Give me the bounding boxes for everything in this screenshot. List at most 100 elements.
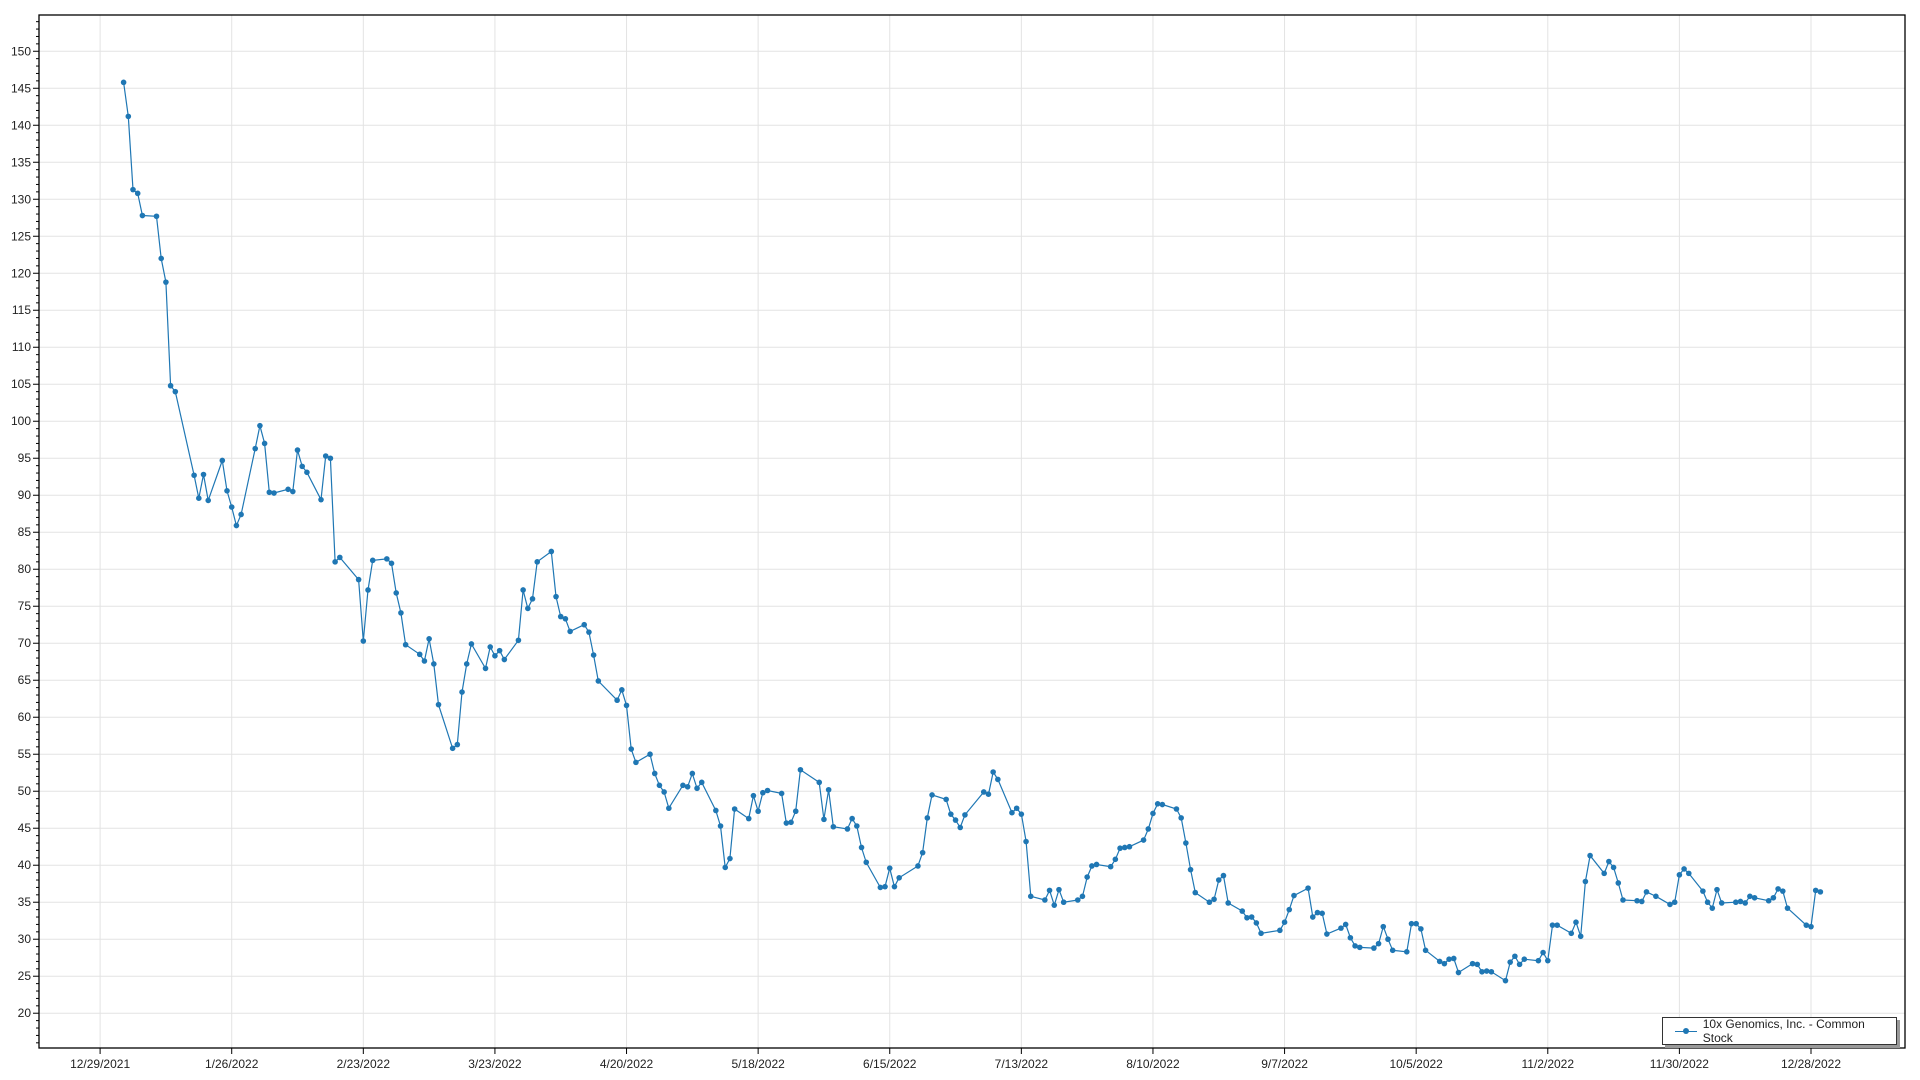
y-tick-label: 60	[18, 710, 32, 724]
data-point	[891, 883, 898, 890]
y-tick-label: 45	[18, 821, 32, 835]
x-tick-label: 9/7/2022	[1261, 1057, 1308, 1071]
data-point	[1765, 897, 1772, 904]
x-tick-label: 11/2/2022	[1522, 1057, 1575, 1071]
data-point	[1634, 897, 1640, 904]
data-point	[1803, 922, 1810, 928]
data-point	[1422, 947, 1429, 954]
data-point	[318, 496, 324, 503]
data-point	[1324, 931, 1330, 937]
data-point	[797, 766, 804, 773]
data-point	[553, 593, 559, 600]
data-point	[219, 457, 226, 464]
data-point	[1709, 905, 1716, 911]
data-point	[120, 79, 127, 86]
data-point	[1173, 806, 1180, 812]
axes: 20 25 30 35 40 45 50 55 60 65 70 75 80 85 90 95 100 105 11…	[11, 14, 1906, 1071]
data-point	[792, 808, 799, 815]
data-point	[1568, 930, 1575, 937]
y-tick-label: 40	[18, 858, 32, 872]
data-point	[1220, 872, 1227, 879]
data-point	[1732, 899, 1739, 906]
data-point	[1770, 894, 1777, 901]
data-point	[1371, 945, 1377, 951]
y-tick-label: 150	[11, 44, 31, 58]
y-tick-label: 80	[18, 562, 32, 576]
legend: 10x Genomics, Inc. - Common Stock	[1662, 1017, 1897, 1045]
data-point	[1446, 956, 1452, 963]
data-point	[1817, 889, 1824, 895]
data-point	[299, 463, 306, 470]
data-point	[1436, 958, 1443, 965]
data-point	[492, 653, 498, 659]
data-point	[1018, 811, 1025, 817]
data-point	[1676, 872, 1683, 878]
data-point	[1253, 920, 1260, 926]
data-point	[1154, 801, 1161, 807]
data-point	[581, 621, 588, 628]
y-tick-label: 35	[18, 895, 32, 909]
data-point	[778, 790, 785, 797]
data-point	[722, 864, 729, 871]
data-point	[1187, 866, 1194, 873]
data-point	[1009, 809, 1015, 816]
data-point	[1779, 888, 1786, 894]
data-point	[525, 605, 531, 612]
data-point	[1685, 870, 1692, 877]
data-point	[1601, 870, 1607, 877]
data-point	[1549, 922, 1556, 928]
data-point	[1681, 866, 1687, 872]
data-point	[764, 787, 771, 794]
data-point	[125, 113, 132, 120]
data-point	[294, 447, 301, 453]
data-point	[727, 855, 733, 862]
data-point	[1704, 899, 1711, 906]
data-point	[261, 440, 268, 447]
data-point	[957, 824, 964, 831]
data-point	[886, 865, 893, 871]
x-tick-label: 12/29/2021	[70, 1057, 130, 1071]
y-tick-label: 140	[11, 118, 31, 132]
data-point	[943, 796, 949, 803]
data-point	[1150, 810, 1156, 817]
data-point	[487, 644, 494, 650]
data-point	[995, 776, 1001, 783]
legend-label: 10x Genomics, Inc. - Common Stock	[1702, 1017, 1865, 1045]
data-point	[1808, 923, 1814, 930]
data-point	[1573, 919, 1579, 926]
data-point	[1117, 845, 1123, 852]
data-point	[1281, 919, 1288, 926]
data-point	[1455, 969, 1462, 976]
data-point	[384, 556, 390, 562]
data-point	[1375, 940, 1382, 947]
data-point	[520, 587, 526, 593]
data-point	[449, 745, 456, 752]
y-tick-label: 90	[18, 488, 32, 502]
data-point	[882, 883, 888, 890]
data-point	[985, 791, 992, 797]
data-point	[167, 382, 174, 389]
data-point	[990, 769, 996, 775]
y-tick-label: 125	[11, 229, 31, 243]
data-point	[332, 559, 338, 565]
data-point	[1023, 838, 1029, 845]
data-point	[355, 576, 362, 583]
data-point	[1540, 949, 1546, 956]
y-tick-label: 20	[18, 1006, 32, 1020]
data-point	[1450, 955, 1457, 962]
data-point	[783, 820, 790, 826]
data-point	[1192, 889, 1199, 896]
data-point	[1239, 908, 1246, 914]
data-point	[1140, 837, 1147, 843]
data-point	[877, 884, 884, 891]
data-point	[1606, 858, 1612, 865]
data-point	[1535, 957, 1542, 964]
data-point	[1291, 892, 1297, 899]
data-point	[586, 629, 592, 635]
y-tick-label: 95	[18, 451, 32, 465]
data-point	[153, 213, 160, 220]
data-point	[1615, 880, 1622, 886]
data-point	[731, 806, 738, 812]
data-point	[849, 815, 855, 822]
data-point	[529, 596, 536, 602]
